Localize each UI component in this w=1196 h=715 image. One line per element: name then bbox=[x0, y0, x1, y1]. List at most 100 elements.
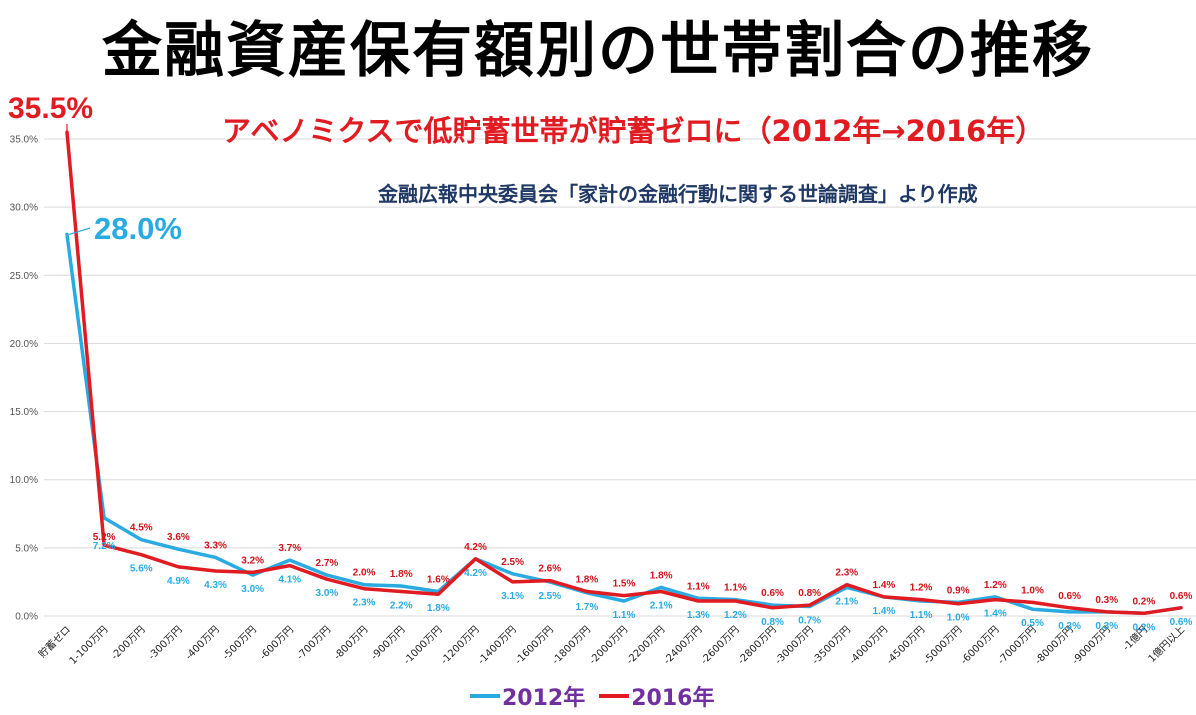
data-label-2012: 1.0% bbox=[947, 613, 970, 624]
x-tick-label: -2600万円 bbox=[699, 624, 741, 666]
data-label-2012: 2.1% bbox=[650, 600, 673, 611]
x-tick-label: -3500万円 bbox=[810, 624, 852, 666]
data-label-2016: 0.2% bbox=[1132, 596, 1155, 607]
data-label-2012: 1.8% bbox=[427, 603, 450, 614]
data-label-2012: 2.2% bbox=[390, 600, 413, 611]
y-tick-label: 30.0% bbox=[10, 203, 38, 214]
y-tick-label: 25.0% bbox=[10, 271, 38, 282]
data-label-2016: 1.5% bbox=[613, 579, 636, 590]
data-label-2012: 1.1% bbox=[910, 610, 933, 621]
data-label-2012: 3.1% bbox=[501, 591, 524, 602]
data-label-2012: 1.7% bbox=[575, 602, 598, 613]
data-label-2016: 0.6% bbox=[1058, 591, 1081, 602]
x-tick-label: -6000万円 bbox=[959, 624, 1001, 666]
legend-label-2016: 2016年 bbox=[631, 686, 715, 711]
data-label-2012: 0.7% bbox=[798, 615, 821, 626]
chart-title: 金融資産保有額別の世帯割合の推移 bbox=[102, 16, 1094, 86]
data-label-2016: 3.6% bbox=[167, 532, 190, 543]
data-label-2012: 1.3% bbox=[687, 610, 710, 621]
data-label-2016: 4.5% bbox=[130, 523, 153, 534]
data-label-2016: 2.7% bbox=[316, 558, 339, 569]
y-tick-label: 35.0% bbox=[10, 135, 38, 146]
data-label-2016: 3.2% bbox=[241, 555, 264, 566]
data-label-2012: 1.4% bbox=[873, 606, 896, 617]
x-tick-label: -1800万円 bbox=[551, 624, 593, 666]
y-tick-label: 15.0% bbox=[10, 407, 38, 418]
data-label-2012: 7.2% bbox=[93, 541, 116, 552]
data-label-2016: 2.5% bbox=[501, 557, 524, 568]
data-label-2016: 1.0% bbox=[1021, 585, 1044, 596]
x-tick-label: -5000万円 bbox=[922, 624, 964, 666]
x-tick-label: -1200万円 bbox=[439, 624, 481, 666]
data-label-2012: 4.2% bbox=[464, 568, 487, 579]
x-tick-label: -800万円 bbox=[332, 624, 370, 662]
data-label-2012: 1.2% bbox=[724, 610, 747, 621]
peak-2012-leader-line bbox=[68, 227, 91, 235]
x-tick-label: -2800万円 bbox=[736, 624, 778, 666]
x-tick-label: -3000万円 bbox=[773, 624, 815, 666]
data-label-2016: 3.3% bbox=[204, 540, 227, 551]
data-label-2016: 5.2% bbox=[93, 532, 116, 543]
data-label-2012: 1.4% bbox=[984, 609, 1007, 620]
x-tick-label: -2400万円 bbox=[662, 624, 704, 666]
data-label-2012: 0.5% bbox=[1021, 618, 1044, 629]
x-tick-label: -500万円 bbox=[221, 624, 259, 662]
data-label-2012: 2.3% bbox=[353, 598, 376, 609]
data-label-2016: 0.6% bbox=[761, 588, 784, 599]
y-tick-label: 10.0% bbox=[10, 475, 38, 486]
legend-label-2012: 2012年 bbox=[502, 686, 586, 711]
data-label-2012: 4.1% bbox=[278, 575, 301, 586]
data-label-2012: 4.3% bbox=[204, 580, 227, 591]
x-tick-label: -1000万円 bbox=[402, 624, 444, 666]
peak-2012-callout: 28.0% bbox=[94, 211, 182, 246]
data-label-2016: 1.2% bbox=[910, 583, 933, 594]
x-tick-label: -4500万円 bbox=[885, 624, 927, 666]
data-label-2012: 3.0% bbox=[241, 584, 264, 595]
data-label-2016: 0.9% bbox=[947, 585, 970, 596]
x-tick-label: -700万円 bbox=[295, 624, 333, 662]
data-label-2016: 0.6% bbox=[1170, 591, 1193, 602]
data-label-2016: 1.8% bbox=[575, 574, 598, 585]
legend-item-2012: 2012年 bbox=[470, 680, 585, 712]
gridlines bbox=[44, 138, 1196, 617]
x-tick-label: -1400万円 bbox=[476, 624, 518, 666]
data-label-2016: 1.1% bbox=[687, 581, 710, 592]
x-tick-label: -900万円 bbox=[369, 624, 407, 662]
x-tick-label: -300万円 bbox=[147, 624, 185, 662]
legend-swatch-2016 bbox=[599, 694, 630, 698]
data-label-2012: 0.3% bbox=[1095, 621, 1118, 632]
x-tick-label: -400万円 bbox=[184, 624, 222, 662]
data-label-2012: 1.1% bbox=[613, 610, 636, 621]
legend-swatch-2012 bbox=[470, 694, 500, 698]
data-label-2012: 2.1% bbox=[835, 596, 858, 607]
data-label-2012: 0.2% bbox=[1132, 622, 1155, 633]
peak-2016-callout: 35.5% bbox=[8, 92, 94, 125]
x-tick-label: -2200万円 bbox=[625, 624, 667, 666]
data-label-2012: 0.8% bbox=[761, 617, 784, 628]
x-tick-label: -600万円 bbox=[258, 624, 296, 662]
annotation-text: アベノミクスで低貯蓄世帯が貯蓄ゼロに（2012年→2016年） bbox=[222, 114, 1045, 148]
x-tick-label: -200万円 bbox=[109, 624, 147, 662]
data-label-2012: 5.6% bbox=[130, 564, 153, 575]
data-label-2016: 2.6% bbox=[538, 564, 561, 575]
x-tick-label: -7000万円 bbox=[996, 624, 1038, 666]
data-label-2012: 4.9% bbox=[167, 576, 190, 587]
y-tick-label: 0.0% bbox=[15, 612, 38, 623]
x-tick-label: -1600万円 bbox=[513, 624, 555, 666]
x-tick-label: -2000万円 bbox=[588, 624, 630, 666]
data-label-2016: 4.2% bbox=[464, 542, 487, 553]
data-label-2016: 0.3% bbox=[1095, 595, 1118, 606]
legend: 2012年 2016年 bbox=[470, 681, 714, 711]
data-label-2012: 2.5% bbox=[538, 591, 561, 602]
x-tick-label: 貯蓄ゼロ bbox=[36, 624, 73, 661]
y-tick-label: 5.0% bbox=[15, 543, 38, 554]
data-label-2012: 3.0% bbox=[316, 588, 339, 599]
data-label-2016: 2.0% bbox=[353, 568, 376, 579]
data-label-2016: 1.8% bbox=[650, 570, 673, 581]
data-labels: 5.2%7.2% 4.5% 5.6% 3.6% 4.9% 3.3% 4.3% 3.2% 3.0%… bbox=[93, 523, 1193, 634]
data-label-2016: 1.6% bbox=[427, 574, 450, 585]
data-label-2012: 0.3% bbox=[1058, 621, 1081, 632]
data-label-2016: 1.4% bbox=[873, 580, 896, 591]
